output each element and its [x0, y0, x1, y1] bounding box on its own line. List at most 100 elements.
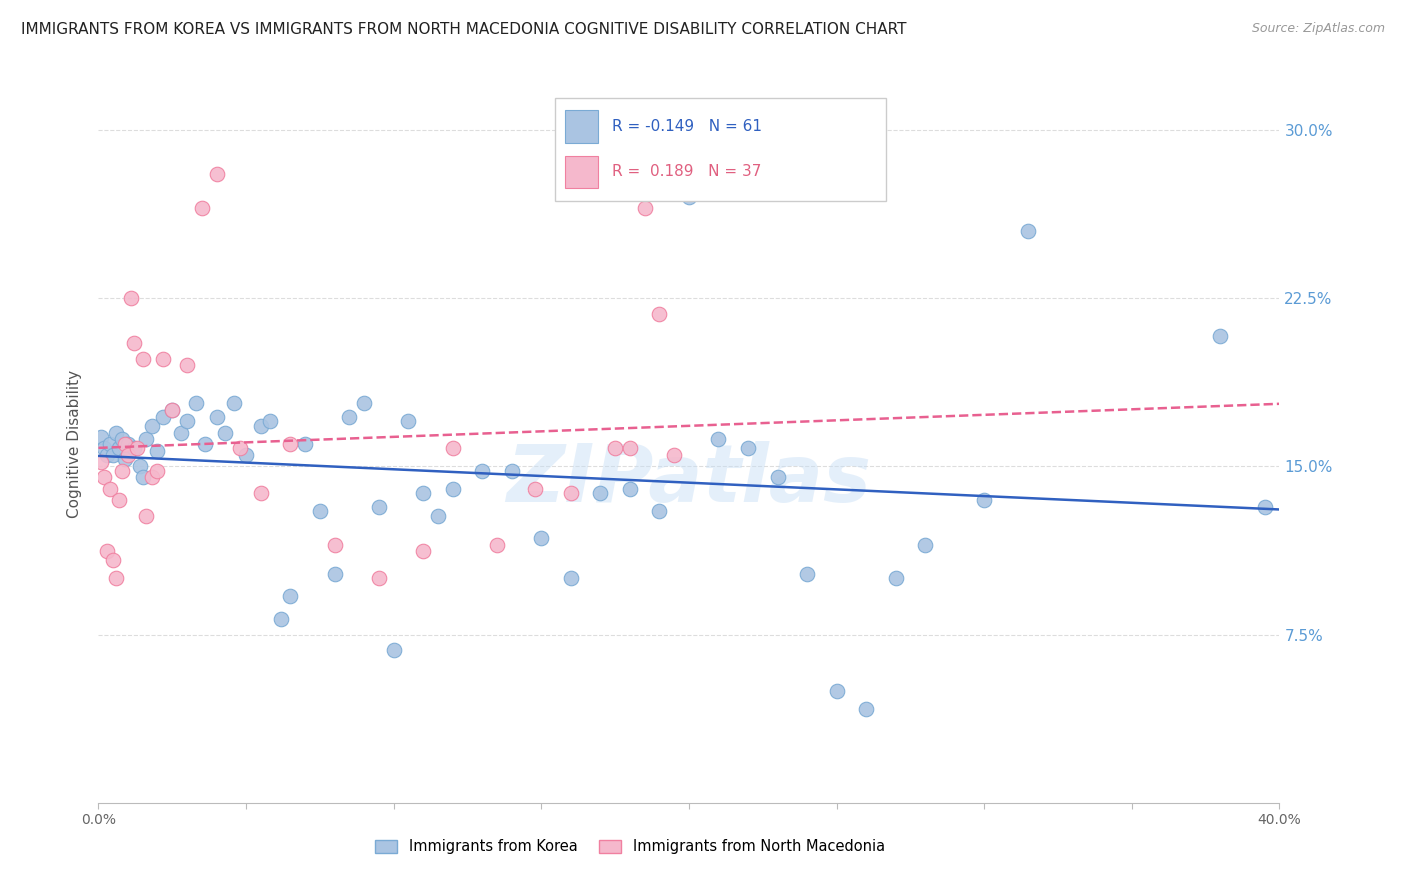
Point — [605, 442, 627, 456]
Point — [235, 448, 257, 462]
Text: IMMIGRANTS FROM KOREA VS IMMIGRANTS FROM NORTH MACEDONIA COGNITIVE DISABILITY CO: IMMIGRANTS FROM KOREA VS IMMIGRANTS FROM… — [21, 22, 907, 37]
Point — [132, 470, 155, 484]
Point — [914, 538, 936, 552]
Point — [90, 430, 112, 444]
Point — [96, 448, 118, 462]
Point — [111, 432, 134, 446]
Point — [524, 482, 547, 496]
Point — [560, 571, 582, 585]
Point — [368, 571, 391, 585]
Y-axis label: Cognitive Disability: Cognitive Disability — [67, 369, 83, 518]
Point — [120, 291, 142, 305]
Point — [96, 544, 118, 558]
Point — [796, 566, 818, 581]
Point — [170, 425, 193, 440]
Point — [471, 464, 494, 478]
Point — [135, 508, 157, 523]
Point — [619, 482, 641, 496]
Point — [560, 486, 582, 500]
Point — [855, 701, 877, 715]
Point — [146, 443, 169, 458]
Point — [294, 436, 316, 450]
Point — [1254, 500, 1277, 514]
Point — [648, 504, 671, 518]
Point — [108, 492, 131, 507]
Legend: Immigrants from Korea, Immigrants from North Macedonia: Immigrants from Korea, Immigrants from N… — [370, 833, 890, 860]
Point — [176, 414, 198, 428]
Point — [117, 436, 139, 450]
Point — [93, 470, 115, 484]
Point — [205, 409, 228, 424]
Point — [250, 418, 273, 433]
Point — [825, 683, 848, 698]
Point — [194, 436, 217, 450]
Point — [530, 531, 553, 545]
FancyBboxPatch shape — [555, 98, 886, 201]
Point — [280, 590, 302, 604]
Point — [117, 448, 139, 462]
Point — [114, 452, 136, 467]
Point — [323, 538, 346, 552]
Point — [368, 500, 391, 514]
Point — [486, 538, 509, 552]
Point — [224, 396, 246, 410]
Point — [125, 442, 148, 456]
Point — [132, 351, 155, 366]
Point — [353, 396, 375, 410]
Point — [114, 436, 136, 450]
Point — [501, 464, 523, 478]
Bar — [565, 111, 599, 144]
Point — [135, 432, 157, 446]
Point — [884, 571, 907, 585]
Point — [98, 482, 121, 496]
Point — [98, 436, 121, 450]
Point — [634, 201, 657, 215]
Text: ZIPatlas: ZIPatlas — [506, 441, 872, 518]
Point — [146, 464, 169, 478]
Point — [103, 553, 125, 567]
Point — [122, 442, 145, 456]
Bar — [565, 155, 599, 188]
Point — [152, 351, 174, 366]
Point — [105, 425, 128, 440]
Point — [184, 396, 207, 410]
Point — [108, 442, 131, 456]
Text: R =  0.189   N = 37: R = 0.189 N = 37 — [612, 164, 761, 179]
Point — [214, 425, 236, 440]
Point — [412, 544, 434, 558]
Point — [270, 612, 292, 626]
Point — [382, 643, 405, 657]
Point — [141, 418, 163, 433]
Point — [619, 442, 641, 456]
Point — [105, 571, 128, 585]
Point — [589, 486, 612, 500]
Point — [162, 403, 183, 417]
Point — [664, 448, 686, 462]
Point — [766, 470, 789, 484]
Point — [973, 492, 995, 507]
Point — [737, 442, 759, 456]
Point — [323, 566, 346, 581]
Point — [339, 409, 361, 424]
Point — [280, 436, 302, 450]
Text: Source: ZipAtlas.com: Source: ZipAtlas.com — [1251, 22, 1385, 36]
Text: R = -0.149   N = 61: R = -0.149 N = 61 — [612, 120, 762, 135]
Point — [412, 486, 434, 500]
Point — [128, 459, 150, 474]
Point — [103, 448, 125, 462]
Point — [678, 190, 700, 204]
Point — [152, 409, 174, 424]
Point — [707, 432, 730, 446]
Point — [176, 358, 198, 372]
Point — [1018, 224, 1040, 238]
Point — [205, 168, 228, 182]
Point — [427, 508, 450, 523]
Point — [191, 201, 214, 215]
Point — [90, 455, 112, 469]
Point — [229, 442, 252, 456]
Point — [141, 470, 163, 484]
Point — [441, 482, 464, 496]
Point — [162, 403, 183, 417]
Point — [1209, 329, 1232, 343]
Point — [309, 504, 332, 518]
